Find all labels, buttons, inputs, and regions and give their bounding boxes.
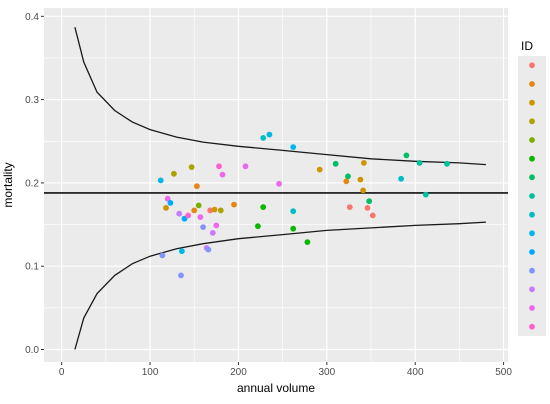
data-point <box>304 239 311 246</box>
data-point <box>290 225 297 232</box>
data-point <box>211 206 218 213</box>
data-point <box>157 177 164 184</box>
data-point <box>290 208 297 215</box>
data-point <box>167 200 174 206</box>
data-point <box>266 131 273 138</box>
y-tick-label: 0.4 <box>25 12 39 23</box>
legend-key <box>529 211 535 218</box>
legend-key <box>529 230 535 237</box>
data-point <box>217 207 224 214</box>
data-point <box>231 201 237 208</box>
data-point <box>194 183 200 190</box>
data-point <box>361 160 367 166</box>
data-point <box>364 205 371 211</box>
data-point <box>242 163 249 170</box>
plot-panel <box>44 8 508 362</box>
data-point <box>255 223 261 230</box>
y-axis-title: mortality <box>1 162 15 207</box>
data-point <box>403 152 410 159</box>
legend-key <box>529 118 535 125</box>
data-point <box>216 163 222 170</box>
data-point <box>209 230 216 236</box>
data-point <box>316 166 323 173</box>
legend-key <box>529 155 535 162</box>
y-tick-label: 0.3 <box>25 95 39 106</box>
data-point <box>185 212 192 219</box>
data-point <box>213 222 220 229</box>
data-point <box>369 212 376 219</box>
data-point <box>205 246 212 253</box>
legend-key <box>529 137 535 143</box>
legend-key <box>529 249 535 255</box>
data-point <box>357 176 364 183</box>
y-axis-ticks: 0.0 0.1 0.2 0.3 0.4 <box>25 12 44 356</box>
data-point <box>197 214 204 221</box>
x-tick-label: 0 <box>59 367 65 378</box>
y-tick-label: 0.2 <box>25 178 39 189</box>
funnel-curve-upper <box>74 27 486 166</box>
x-tick-label: 100 <box>142 367 159 378</box>
data-point <box>260 135 267 141</box>
data-point <box>290 144 297 151</box>
data-point <box>219 171 226 178</box>
x-axis-ticks: 0 100 200 300 400 500 <box>59 362 512 378</box>
x-tick-label: 500 <box>495 367 512 378</box>
y-tick-label: 0.0 <box>25 345 39 356</box>
data-point <box>444 160 450 167</box>
x-tick-label: 400 <box>407 367 424 378</box>
data-point <box>332 160 339 167</box>
data-point <box>164 195 171 202</box>
data-point <box>195 202 202 209</box>
data-point <box>200 224 207 231</box>
data-point <box>159 252 166 259</box>
data-point <box>191 207 198 214</box>
legend-key <box>529 174 535 181</box>
data-point <box>343 178 350 185</box>
data-point <box>422 191 429 198</box>
data-point <box>176 210 183 217</box>
legend-key <box>529 267 535 274</box>
data-point <box>366 198 373 205</box>
data-point <box>188 164 195 171</box>
legend-key <box>529 81 535 87</box>
data-point <box>416 160 423 166</box>
x-tick-label: 200 <box>230 367 247 378</box>
legend-key <box>529 99 535 106</box>
legend-key <box>529 286 535 293</box>
data-point <box>360 187 366 194</box>
data-point <box>163 205 169 211</box>
data-point <box>345 173 351 180</box>
data-point <box>178 272 184 279</box>
funnel-curve-lower <box>74 221 486 350</box>
data-point <box>398 175 404 182</box>
major-gridlines <box>44 8 508 362</box>
x-axis-title: annual volume <box>237 381 315 395</box>
data-points <box>157 131 450 279</box>
funnel-curves <box>74 27 486 350</box>
data-point <box>260 204 267 211</box>
legend-key <box>529 323 535 330</box>
y-tick-label: 0.1 <box>25 262 39 273</box>
legend-key <box>529 62 535 69</box>
x-tick-label: 300 <box>318 367 335 378</box>
minor-gridlines <box>44 8 508 362</box>
data-point <box>346 204 353 211</box>
data-point <box>171 170 177 177</box>
legend-key <box>529 193 535 199</box>
legend <box>518 56 546 336</box>
data-point <box>179 248 185 255</box>
data-point <box>276 180 282 187</box>
legend-key <box>529 305 535 311</box>
data-point <box>207 207 214 214</box>
legend-title: ID <box>521 39 533 53</box>
